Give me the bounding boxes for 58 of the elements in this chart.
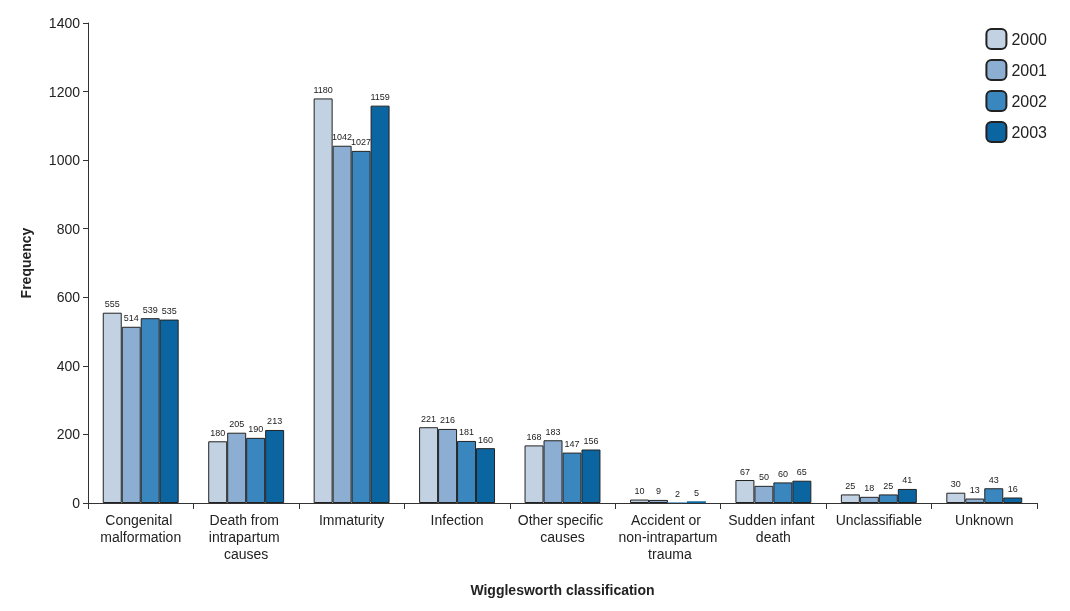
legend-label: 2002 <box>1011 92 1048 110</box>
data-label: 539 <box>142 304 158 315</box>
data-label: 43 <box>988 474 999 485</box>
data-label: 1159 <box>370 92 390 103</box>
x-tick-label: Immaturity <box>318 511 385 528</box>
data-label: 216 <box>440 415 456 426</box>
data-label: 535 <box>161 306 177 317</box>
legend-label: 2000 <box>1011 30 1048 48</box>
data-label: 25 <box>883 480 894 491</box>
data-label: 156 <box>583 436 599 447</box>
data-label: 67 <box>739 466 750 477</box>
data-label: 9 <box>655 486 661 497</box>
data-label: 13 <box>969 485 980 496</box>
data-label: 190 <box>248 424 264 435</box>
data-label: 205 <box>229 419 245 430</box>
data-label: 221 <box>421 413 437 424</box>
data-label: 1027 <box>351 137 372 148</box>
data-label: 183 <box>545 426 561 437</box>
x-tick-label: Other specific causes <box>517 511 608 545</box>
y-tick-label: 400 <box>56 357 81 374</box>
data-label: 10 <box>634 486 645 497</box>
data-label: 16 <box>1007 484 1018 495</box>
x-tick-label: Accident or non-intrapartum trauma <box>618 511 718 562</box>
data-label: 180 <box>210 427 226 438</box>
data-label: 65 <box>796 467 807 478</box>
y-tick-label: 600 <box>56 289 81 306</box>
data-label: 168 <box>526 431 542 442</box>
y-tick-label: 1200 <box>48 83 81 100</box>
data-label: 147 <box>564 439 580 450</box>
y-tick-label: 200 <box>56 426 81 443</box>
data-label: 25 <box>845 480 856 491</box>
x-tick-label: Sudden infant death <box>728 511 819 545</box>
x-tick-label: Unclassifiable <box>835 511 923 528</box>
legend-label: 2003 <box>1011 123 1048 141</box>
data-label: 18 <box>864 483 875 494</box>
data-label: 50 <box>758 472 769 483</box>
x-tick-label: Infection <box>430 511 484 528</box>
data-label: 213 <box>267 416 283 427</box>
data-label: 160 <box>478 434 494 445</box>
data-label: 555 <box>104 299 120 310</box>
x-axis-title: Wigglesworth classification <box>470 582 655 598</box>
y-tick-label: 800 <box>56 220 81 237</box>
y-tick-label: 1000 <box>48 152 81 169</box>
y-tick-label: 1400 <box>48 15 81 31</box>
data-label: 41 <box>902 475 913 486</box>
legend-label: 2001 <box>1011 61 1048 79</box>
x-tick-label: Unknown <box>955 511 1014 528</box>
y-axis-title: Frequency <box>18 227 34 299</box>
data-label: 514 <box>123 313 139 324</box>
y-tick-label: 0 <box>72 495 81 511</box>
data-label: 5 <box>693 487 699 498</box>
data-label: 2 <box>674 488 680 499</box>
data-label: 181 <box>459 427 475 438</box>
data-label: 1180 <box>313 84 333 95</box>
x-tick-label: Congenital malformation <box>100 511 182 545</box>
data-label: 30 <box>950 479 961 490</box>
data-label: 60 <box>777 468 788 479</box>
x-tick-label: Death from intrapartum causes <box>208 511 284 562</box>
